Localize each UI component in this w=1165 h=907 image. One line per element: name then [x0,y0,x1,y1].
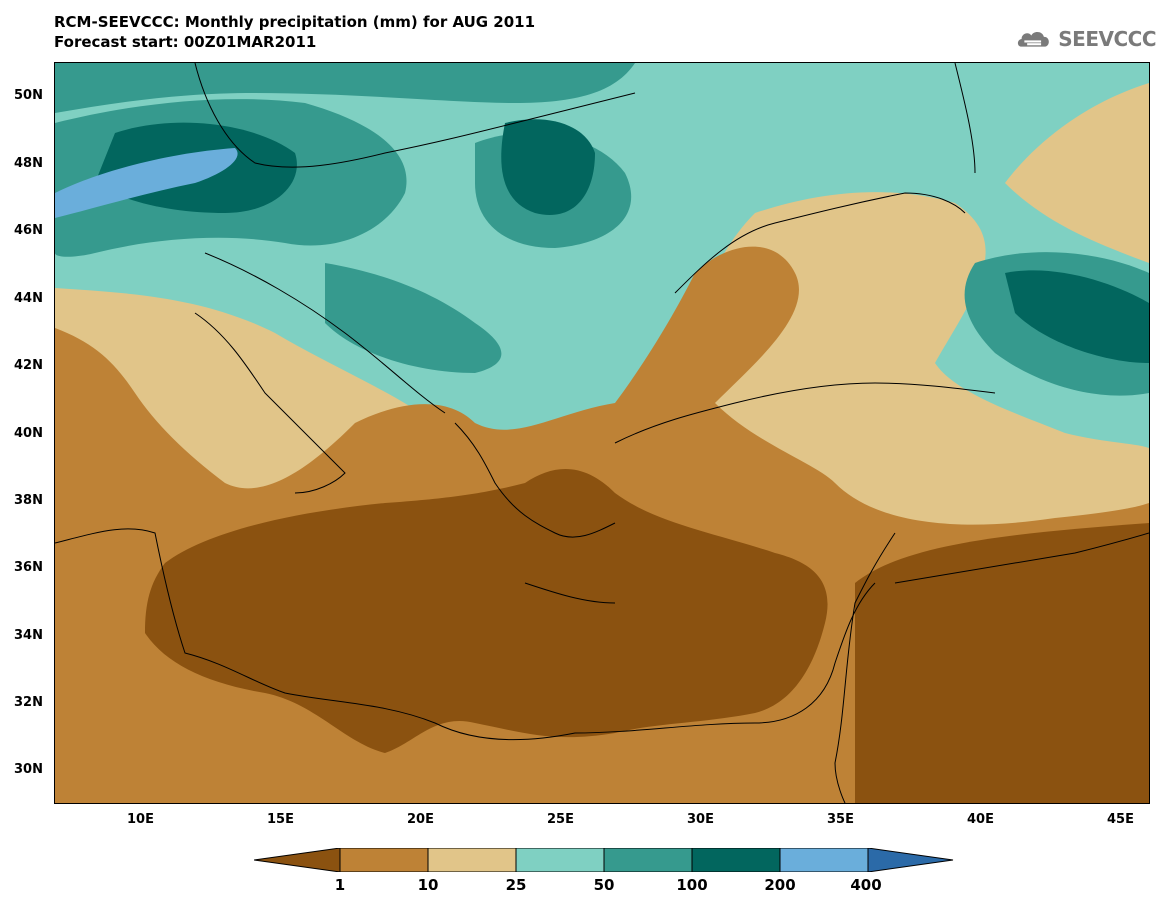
lon-label-10e: 10E [127,812,154,827]
precipitation-map [54,62,1150,804]
lat-label-40n: 40N [14,426,43,441]
zone-100-200-caucasus [1005,270,1149,363]
lon-label-25e: 25E [547,812,574,827]
legend-label-400: 400 [850,876,882,894]
lat-label-50n: 50N [14,88,43,103]
legend-label-100: 100 [676,876,708,894]
chart-title: RCM-SEEVCCC: Monthly precipitation (mm) … [54,12,535,52]
zone-below-1-east [855,523,1149,803]
lat-label-30n: 30N [14,762,43,777]
legend-label-1: 1 [334,876,346,894]
lat-label-48n: 48N [14,156,43,171]
lat-label-38n: 38N [14,493,43,508]
legend-swatch-above-400 [867,848,954,872]
lat-label-36n: 36N [14,560,43,575]
zone-50-100-north [55,63,635,113]
lat-label-42n: 42N [14,358,43,373]
legend-label-25: 25 [505,876,527,894]
zone-50-100-balkans [325,263,502,373]
legend-label-10: 10 [417,876,439,894]
lat-label-34n: 34N [14,628,43,643]
legend-swatch-25-50 [515,848,605,872]
legend-swatch-10-25 [427,848,517,872]
legend-swatch-1-10 [339,848,429,872]
lon-label-45e: 45E [1107,812,1134,827]
lon-label-20e: 20E [407,812,434,827]
lat-label-46n: 46N [14,223,43,238]
legend-label-50: 50 [593,876,615,894]
lon-label-15e: 15E [267,812,294,827]
lon-label-40e: 40E [967,812,994,827]
zone-200-400 [55,148,238,218]
legend-swatch-100-200 [691,848,781,872]
zone-10-25-ne [1005,83,1149,263]
legend-label-200: 200 [764,876,796,894]
color-legend [254,848,954,872]
coastlines [55,63,1149,803]
seevccc-logo: SEEVCCC [1016,22,1156,56]
legend-swatch-200-400 [779,848,869,872]
legend-swatch-below-1 [254,848,341,872]
zone-below-1 [145,469,828,753]
logo-text: SEEVCCC [1058,27,1156,51]
cloud-icon [1017,32,1049,47]
zone-100-200-carpathians [501,119,595,215]
lat-label-44n: 44N [14,291,43,306]
lon-label-35e: 35E [827,812,854,827]
lat-label-32n: 32N [14,695,43,710]
legend-swatch-50-100 [603,848,693,872]
lon-label-30e: 30E [687,812,714,827]
title-line-1: RCM-SEEVCCC: Monthly precipitation (mm) … [54,13,536,31]
title-line-2: Forecast start: 00Z01MAR2011 [54,33,317,51]
precipitation-field [55,63,1149,803]
